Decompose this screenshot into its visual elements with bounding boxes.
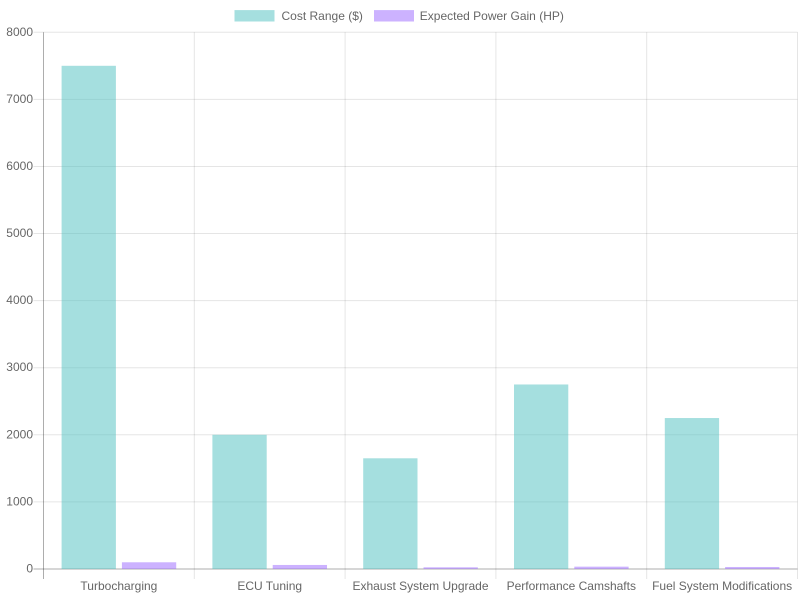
svg-text:6000: 6000 <box>6 159 33 173</box>
svg-text:Fuel System Modifications: Fuel System Modifications <box>652 579 792 593</box>
svg-text:3000: 3000 <box>6 360 33 374</box>
svg-text:8000: 8000 <box>6 25 33 39</box>
svg-text:Exhaust System Upgrade: Exhaust System Upgrade <box>352 579 488 593</box>
svg-text:Performance Camshafts: Performance Camshafts <box>507 579 636 593</box>
svg-text:2000: 2000 <box>6 427 33 441</box>
svg-text:1000: 1000 <box>6 494 33 508</box>
svg-text:Expected Power Gain (HP): Expected Power Gain (HP) <box>420 9 564 23</box>
svg-text:7000: 7000 <box>6 92 33 106</box>
svg-text:4000: 4000 <box>6 293 33 307</box>
svg-text:ECU Tuning: ECU Tuning <box>237 579 302 593</box>
svg-text:0: 0 <box>26 562 33 576</box>
svg-text:5000: 5000 <box>6 226 33 240</box>
svg-text:Turbocharging: Turbocharging <box>80 579 157 593</box>
svg-text:Cost Range ($): Cost Range ($) <box>282 9 363 23</box>
